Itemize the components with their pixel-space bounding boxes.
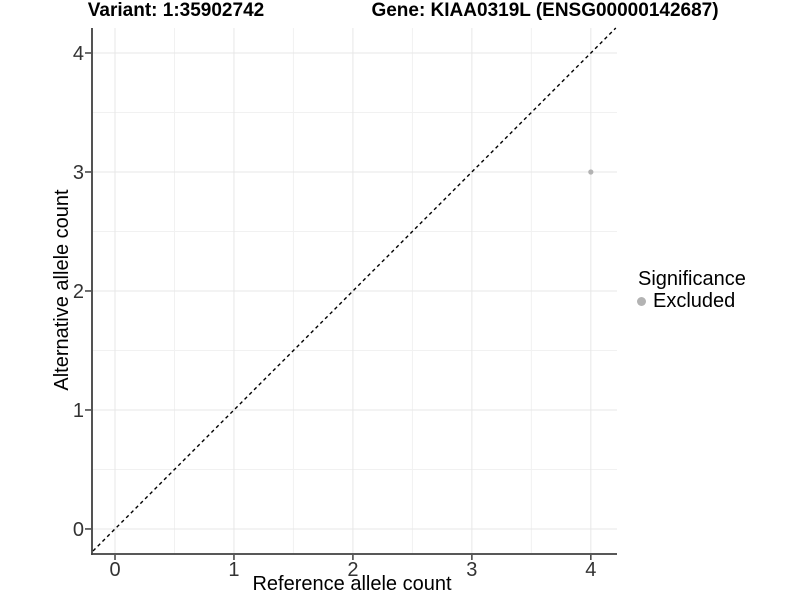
x-tick-label-0: 0 (109, 559, 120, 581)
plot-title-gene: Gene: KIAA0319L (ENSG00000142687) (371, 0, 719, 21)
y-tick-label-3: 3 (73, 162, 84, 184)
legend-title: Significance (638, 268, 746, 290)
x-tick-label-4: 4 (585, 559, 596, 581)
x-tick-label-2: 2 (347, 559, 358, 581)
legend: Significance Excluded (637, 268, 746, 312)
data-point (588, 169, 594, 175)
x-tick-label-1: 1 (228, 559, 239, 581)
plot-title-variant: Variant: 1:35902742 (87, 0, 265, 21)
y-tick-label-0: 0 (73, 519, 84, 541)
x-tick-label-3: 3 (466, 559, 477, 581)
x-axis-title: Reference allele count (252, 573, 452, 595)
legend-point-swatch (637, 296, 646, 306)
y-tick-label-2: 2 (73, 281, 84, 303)
legend-item-label: Excluded (653, 289, 736, 312)
y-tick-label-4: 4 (73, 43, 84, 65)
y-axis-title: Alternative allele count (51, 189, 73, 391)
identity-dashed-line (92, 27, 617, 552)
legend-item-excluded: Excluded (637, 290, 746, 312)
y-tick-label-1: 1 (73, 400, 84, 422)
